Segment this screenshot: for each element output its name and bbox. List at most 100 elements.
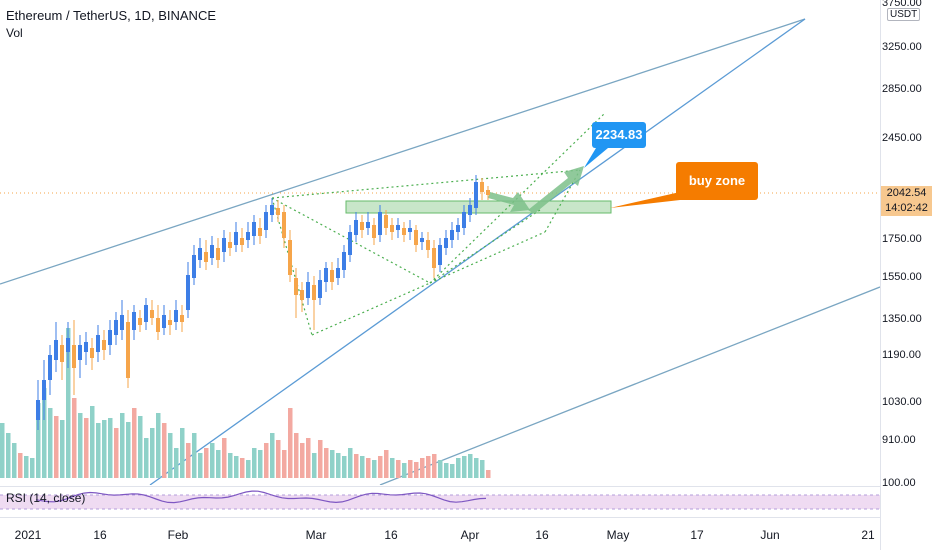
volume-bar: [480, 460, 485, 478]
candle-body: [366, 222, 370, 228]
candle-body: [438, 245, 442, 265]
volume-bar: [318, 440, 323, 478]
candle-body: [84, 342, 88, 352]
pattern-dotted-line: [544, 169, 581, 233]
pattern-dotted-line: [429, 209, 541, 284]
candle-body: [54, 340, 58, 360]
candle-body: [372, 225, 376, 238]
volume-bar: [468, 454, 473, 478]
candle-body: [468, 205, 472, 215]
candle-body: [432, 248, 436, 268]
price-tick-label: 2850.00: [882, 83, 922, 95]
candle-body: [36, 400, 40, 420]
target-callout-tail: [584, 148, 608, 168]
volume-bar: [234, 456, 239, 478]
price-tick-label: 1030.00: [882, 396, 922, 408]
candle-body: [378, 212, 382, 235]
volume-bar: [360, 456, 365, 478]
price-axis[interactable]: [880, 0, 932, 550]
volume-bar: [18, 453, 23, 478]
volume-bar: [438, 460, 443, 478]
candle-body: [90, 348, 94, 358]
time-axis[interactable]: [0, 517, 880, 551]
rsi-band: [0, 495, 880, 509]
candle-body: [456, 225, 460, 232]
rsi-label[interactable]: RSI (14, close): [6, 491, 86, 505]
volume-bar: [486, 470, 491, 478]
candle-body: [462, 212, 466, 228]
candle-body: [210, 245, 214, 258]
candle-body: [204, 252, 208, 262]
volume-bar: [366, 458, 371, 478]
volume-bar: [258, 450, 263, 478]
volume-bar: [402, 463, 407, 478]
volume-bar: [168, 433, 173, 478]
projection-arrow-up: [528, 166, 584, 214]
candle-body: [252, 222, 256, 236]
volume-bar: [54, 416, 59, 478]
price-chart[interactable]: [0, 0, 880, 485]
candle-body: [336, 268, 340, 278]
candle-body: [180, 315, 184, 322]
time-tick-label: 16: [535, 528, 549, 542]
buy-zone-callout[interactable]: buy zone: [676, 162, 758, 200]
candle-body: [480, 182, 484, 192]
volume-bar: [72, 398, 77, 478]
time-tick-label: 21: [861, 528, 875, 542]
candle-body: [120, 315, 124, 330]
candle-body: [384, 215, 388, 228]
candle-body: [48, 355, 52, 380]
candle-body: [96, 335, 100, 352]
volume-bar: [474, 458, 479, 478]
volume-bar: [156, 413, 161, 478]
chart-area[interactable]: [0, 0, 880, 485]
symbol-title[interactable]: Ethereum / TetherUS, 1D, BINANCE: [6, 8, 217, 23]
rsi-pane[interactable]: [0, 486, 880, 517]
volume-bar: [162, 423, 167, 478]
candle-body: [450, 230, 454, 240]
candle-body: [126, 322, 130, 378]
time-tick-label: Mar: [305, 528, 327, 542]
volume-bar: [312, 453, 317, 478]
volume-bar: [462, 456, 467, 478]
volume-bar: [456, 458, 461, 478]
candle-body: [144, 305, 148, 322]
candle-body: [168, 320, 172, 325]
candle-body: [396, 225, 400, 230]
volume-bar: [42, 388, 47, 478]
volume-bar: [90, 406, 95, 478]
candle-body: [246, 232, 250, 240]
candle-body: [258, 228, 262, 236]
volume-bar: [108, 418, 113, 478]
candle-body: [162, 315, 166, 328]
candle-body: [108, 330, 112, 345]
volume-bar: [372, 460, 377, 478]
candle-body: [300, 290, 304, 300]
candle-body: [198, 248, 202, 260]
volume-bar: [114, 428, 119, 478]
target-price-callout[interactable]: 2234.83: [592, 122, 646, 148]
volume-bar: [288, 408, 293, 478]
candle-body: [132, 312, 136, 330]
volume-bar: [294, 433, 299, 478]
volume-bar: [216, 450, 221, 478]
price-tick-label: 1190.00: [882, 349, 921, 361]
volume-bar: [96, 423, 101, 478]
time-tick-label: 16: [93, 528, 107, 542]
volume-bar: [384, 450, 389, 478]
volume-bar: [330, 450, 335, 478]
volume-bar: [144, 438, 149, 478]
candle-body: [348, 232, 352, 255]
candle-body: [282, 212, 286, 238]
time-tick-label: 17: [690, 528, 704, 542]
volume-bar: [348, 448, 353, 478]
volume-bar: [342, 456, 347, 478]
price-tick-label: 3250.00: [882, 41, 922, 53]
price-tick-label: 910.00: [882, 434, 916, 446]
candle-body: [354, 220, 358, 235]
time-tick-label: 2021: [14, 528, 42, 542]
volume-label[interactable]: Vol: [6, 26, 23, 40]
volume-bar: [0, 423, 5, 478]
time-tick-label: Jun: [760, 528, 780, 542]
currency-badge[interactable]: USDT: [887, 8, 921, 21]
